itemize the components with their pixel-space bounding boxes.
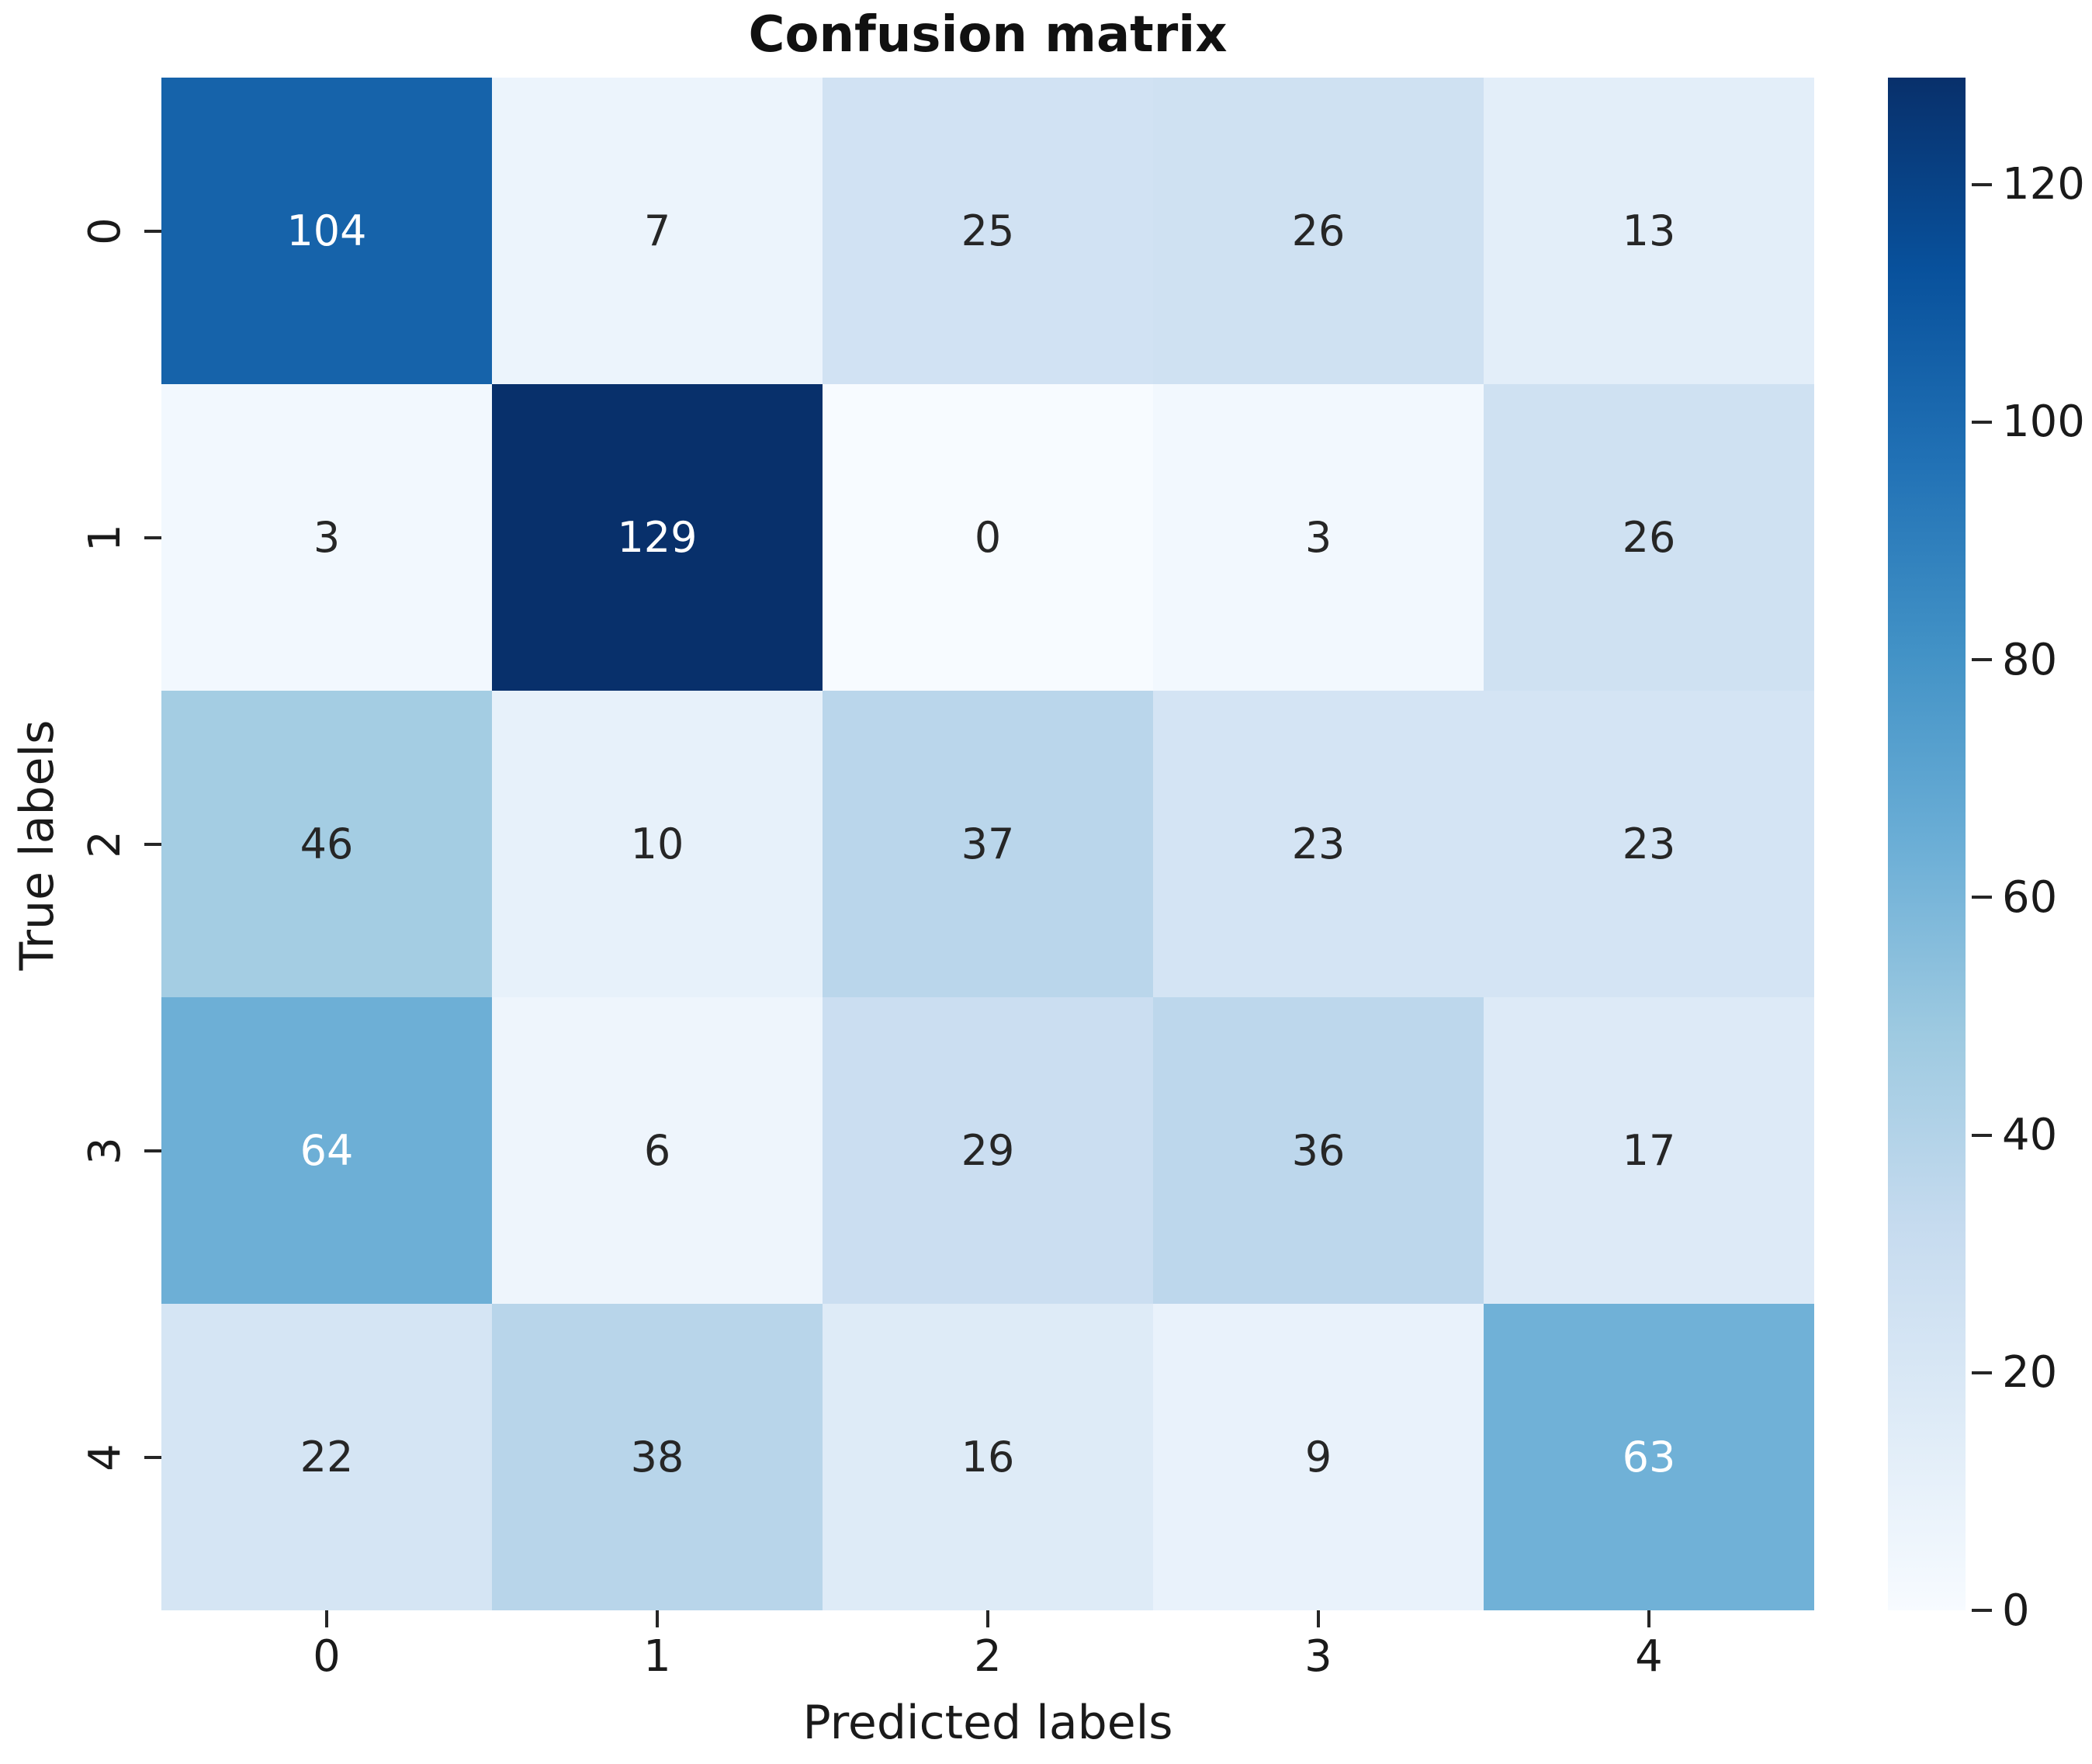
colorbar-tick-label: 60 — [2002, 872, 2058, 923]
y-tick-label: 4 — [79, 1443, 130, 1471]
cell-value: 6 — [643, 1126, 671, 1175]
y-tick-mark — [144, 842, 161, 846]
x-tick-label: 0 — [313, 1631, 341, 1682]
y-tick-mark — [144, 1455, 161, 1459]
heatmap-cell-r2c1: 10 — [492, 691, 823, 997]
colorbar-tick-label: 80 — [2002, 634, 2058, 685]
heatmap-cell-r2c2: 37 — [823, 691, 1153, 997]
cell-value: 29 — [961, 1126, 1015, 1175]
heatmap-cell-r3c0: 64 — [161, 997, 492, 1304]
cell-value: 9 — [1304, 1433, 1332, 1482]
cell-value: 36 — [1291, 1126, 1346, 1175]
y-tick-label: 1 — [79, 523, 130, 552]
y-tick-mark — [144, 1149, 161, 1152]
chart-title: Confusion matrix — [748, 6, 1228, 64]
heatmap-cell-r1c4: 26 — [1484, 384, 1814, 691]
y-tick-mark — [144, 535, 161, 539]
heatmap-cell-r1c0: 3 — [161, 384, 492, 691]
colorbar-tick-mark — [1972, 1133, 1992, 1137]
y-tick-mark — [144, 229, 161, 233]
colorbar-tick-mark — [1972, 420, 1992, 424]
cell-value: 46 — [300, 820, 354, 868]
heatmap-cell-r4c0: 22 — [161, 1304, 492, 1610]
y-tick-label: 3 — [79, 1136, 130, 1165]
x-tick-mark — [325, 1610, 328, 1627]
heatmap-cell-r3c4: 17 — [1484, 997, 1814, 1304]
y-tick-label: 2 — [79, 830, 130, 858]
x-tick-label: 1 — [643, 1631, 671, 1682]
x-tick-mark — [1647, 1610, 1650, 1627]
colorbar-tick-label: 0 — [2002, 1585, 2030, 1636]
heatmap-cell-r3c1: 6 — [492, 997, 823, 1304]
colorbar-tick-label: 20 — [2002, 1347, 2058, 1398]
colorbar-tick-mark — [1972, 896, 1992, 899]
cell-value: 22 — [300, 1433, 354, 1482]
cell-value: 63 — [1622, 1433, 1676, 1482]
cell-value: 13 — [1622, 206, 1676, 255]
cell-value: 23 — [1622, 820, 1676, 868]
cell-value: 10 — [630, 820, 684, 868]
x-tick-label: 3 — [1304, 1631, 1332, 1682]
heatmap-cell-r1c2: 0 — [823, 384, 1153, 691]
colorbar-tick-label: 40 — [2002, 1110, 2058, 1161]
y-axis-label: True labels — [10, 719, 64, 971]
heatmap-cell-r3c3: 36 — [1153, 997, 1484, 1304]
cell-value: 104 — [286, 206, 367, 255]
cell-value: 25 — [961, 206, 1015, 255]
cell-value: 16 — [961, 1433, 1015, 1482]
heatmap-cell-r4c3: 9 — [1153, 1304, 1484, 1610]
x-tick-mark — [656, 1610, 659, 1627]
cell-value: 37 — [961, 820, 1015, 868]
colorbar-tick-mark — [1972, 658, 1992, 662]
heatmap-cell-r2c3: 23 — [1153, 691, 1484, 997]
heatmap-cell-r0c0: 104 — [161, 78, 492, 384]
cell-value: 23 — [1291, 820, 1346, 868]
cell-value: 3 — [313, 513, 341, 562]
heatmap-cell-r0c2: 25 — [823, 78, 1153, 384]
cell-value: 26 — [1291, 206, 1346, 255]
colorbar-tick-label: 100 — [2002, 397, 2085, 448]
colorbar-tick-mark — [1972, 182, 1992, 186]
cell-value: 17 — [1622, 1126, 1676, 1175]
heatmap-cell-r2c0: 46 — [161, 691, 492, 997]
x-tick-mark — [986, 1610, 989, 1627]
heatmap-grid: 104 7 25 26 13 3 129 0 3 26 46 10 37 23 23 64 6 29 36 17 22 3… — [161, 78, 1814, 1610]
x-tick-mark — [1317, 1610, 1320, 1627]
cell-value: 0 — [974, 513, 1002, 562]
heatmap-cell-r1c3: 3 — [1153, 384, 1484, 691]
y-tick-label: 0 — [79, 217, 130, 245]
cell-value: 129 — [617, 513, 698, 562]
x-axis-label: Predicted labels — [802, 1696, 1173, 1750]
x-tick-label: 4 — [1635, 1631, 1663, 1682]
heatmap-cell-r0c3: 26 — [1153, 78, 1484, 384]
cell-value: 7 — [643, 206, 671, 255]
colorbar-tick-mark — [1972, 1371, 1992, 1374]
x-tick-label: 2 — [974, 1631, 1002, 1682]
heatmap-cell-r2c4: 23 — [1484, 691, 1814, 997]
heatmap-cell-r0c1: 7 — [492, 78, 823, 384]
heatmap-cell-r1c1: 129 — [492, 384, 823, 691]
colorbar-tick-label: 120 — [2002, 159, 2085, 210]
heatmap-cell-r4c2: 16 — [823, 1304, 1153, 1610]
heatmap-cell-r0c4: 13 — [1484, 78, 1814, 384]
cell-value: 26 — [1622, 513, 1676, 562]
cell-value: 38 — [630, 1433, 684, 1482]
cell-value: 3 — [1304, 513, 1332, 562]
heatmap-cell-r3c2: 29 — [823, 997, 1153, 1304]
heatmap-cell-r4c4: 63 — [1484, 1304, 1814, 1610]
cell-value: 64 — [300, 1126, 354, 1175]
colorbar-tick-mark — [1972, 1609, 1992, 1612]
heatmap-cell-r4c1: 38 — [492, 1304, 823, 1610]
colorbar-gradient — [1888, 78, 1966, 1610]
